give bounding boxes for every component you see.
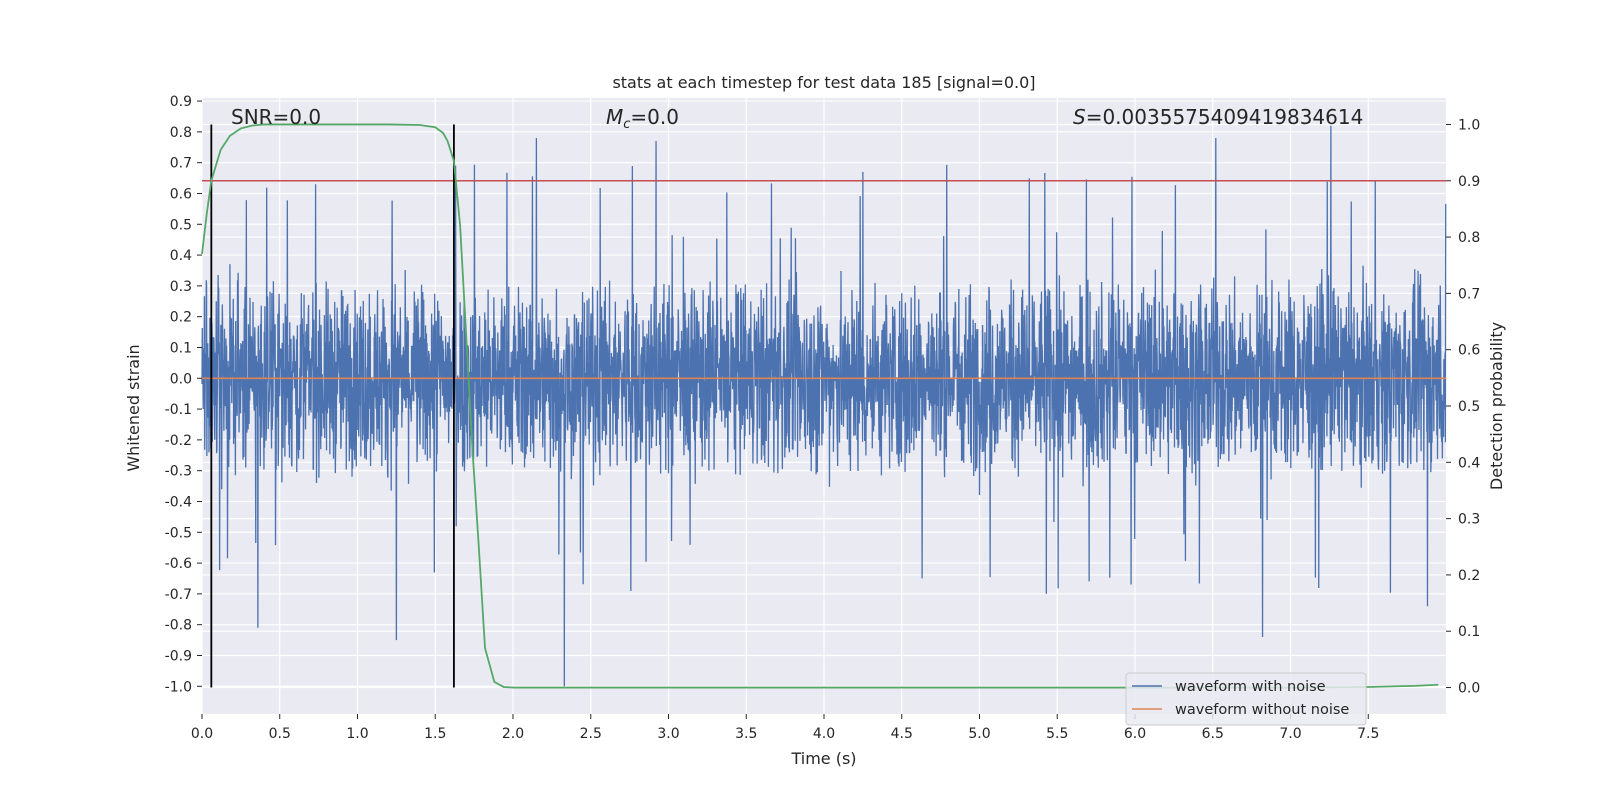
legend: waveform with noise waveform without noi… xyxy=(1125,672,1367,726)
score-value: =0.0035575409419834614 xyxy=(1086,105,1364,129)
chart-title: stats at each timestep for test data 185… xyxy=(612,73,1035,92)
y2-tick-label-6: 0.4 xyxy=(1458,455,1480,471)
y2-tick-label-8: 0.2 xyxy=(1458,568,1480,584)
vertical-markers xyxy=(210,124,455,688)
x-tick-label-14: 7.0 xyxy=(1279,726,1301,742)
y-tick-label-13: -0.4 xyxy=(165,494,192,510)
y2-axis-label: Detection probability xyxy=(1487,322,1506,490)
noise-waveform-line xyxy=(201,125,1447,687)
y-tick-label-10: -0.1 xyxy=(165,402,192,418)
y-tick-label-5: 0.4 xyxy=(170,248,192,264)
score-symbol: S xyxy=(1073,105,1086,129)
probability-line xyxy=(201,123,1439,689)
y2-tick-label-9: 0.1 xyxy=(1458,624,1480,640)
y-tick-label-3: 0.6 xyxy=(170,186,192,202)
chirp-mass-annotation: Mc=0.0 xyxy=(606,105,679,132)
y2-tick-label-10: 0.0 xyxy=(1458,681,1480,697)
series-waveform-with-noise xyxy=(201,125,1447,687)
y-tick-label-8: 0.1 xyxy=(170,340,192,356)
x-axis-ticks: 0.0 0.5 1.0 1.5 2.0 2.5 3.0 3.5 4.0 4.5 5.0 5.5 6.0 6… xyxy=(191,714,1379,742)
x-tick-label-2: 1.0 xyxy=(346,726,368,742)
y-tick-label-17: -0.8 xyxy=(165,618,192,634)
y2-tick-label-3: 0.7 xyxy=(1458,286,1480,302)
y2-tick-label-0: 1.0 xyxy=(1458,117,1480,133)
y2-axis-ticks: 1.0 0.9 0.8 0.7 0.6 0.5 0.4 0.3 0.2 0.1 0.0 xyxy=(1446,117,1480,697)
x-tick-label-7: 3.5 xyxy=(735,726,757,742)
y-tick-label-12: -0.3 xyxy=(165,464,192,480)
y-tick-label-2: 0.7 xyxy=(170,156,192,172)
y-tick-label-7: 0.2 xyxy=(170,310,192,326)
legend-label-noise: waveform with noise xyxy=(1175,679,1326,695)
y-tick-label-18: -0.9 xyxy=(165,648,192,664)
y-tick-label-11: -0.2 xyxy=(165,433,192,449)
y-tick-label-14: -0.5 xyxy=(165,525,192,541)
legend-label-clean: waveform without noise xyxy=(1175,702,1349,718)
x-tick-label-15: 7.5 xyxy=(1357,726,1379,742)
snr-annotation: SNR=0.0 xyxy=(231,105,321,129)
x-tick-label-6: 3.0 xyxy=(657,726,679,742)
y2-tick-label-5: 0.5 xyxy=(1458,399,1480,415)
x-tick-label-12: 6.0 xyxy=(1124,726,1146,742)
x-axis-label: Time (s) xyxy=(790,749,856,768)
x-tick-label-11: 5.5 xyxy=(1046,726,1068,742)
x-tick-label-10: 5.0 xyxy=(968,726,990,742)
y2-tick-label-4: 0.6 xyxy=(1458,343,1480,359)
chirp-mass-subscript: c xyxy=(623,117,630,132)
y2-tick-label-7: 0.3 xyxy=(1458,512,1480,528)
y-tick-label-16: -0.7 xyxy=(165,587,192,603)
x-tick-label-4: 2.0 xyxy=(502,726,524,742)
y-tick-label-0: 0.9 xyxy=(170,94,192,110)
y2-tick-label-1: 0.9 xyxy=(1458,174,1480,190)
x-tick-label-9: 4.5 xyxy=(891,726,913,742)
chirp-mass-symbol: M xyxy=(606,105,623,129)
y-tick-label-9: 0.0 xyxy=(170,371,192,387)
y2-tick-label-2: 0.8 xyxy=(1458,230,1480,246)
y-axis-label: Whitened strain xyxy=(124,344,143,471)
score-annotation: S=0.0035575409419834614 xyxy=(1073,105,1363,129)
legend-box xyxy=(1125,672,1367,726)
series-detection-probability xyxy=(201,123,1439,689)
x-tick-label-5: 2.5 xyxy=(580,726,602,742)
x-tick-label-1: 0.5 xyxy=(269,726,291,742)
x-tick-label-8: 4.0 xyxy=(813,726,835,742)
y-tick-label-19: -1.0 xyxy=(165,679,192,695)
x-tick-label-0: 0.0 xyxy=(191,726,213,742)
x-tick-label-13: 6.5 xyxy=(1202,726,1224,742)
y-tick-label-4: 0.5 xyxy=(170,217,192,233)
y-tick-label-6: 0.3 xyxy=(170,279,192,295)
y-axis-ticks: 0.9 0.8 0.7 0.6 0.5 0.4 0.3 0.2 0.1 0.0 -0.1 -0.2 -0… xyxy=(165,94,202,695)
chirp-mass-value: =0.0 xyxy=(630,105,679,129)
y-tick-label-15: -0.6 xyxy=(165,556,192,572)
y-tick-label-1: 0.8 xyxy=(170,125,192,141)
x-tick-label-3: 1.5 xyxy=(424,726,446,742)
